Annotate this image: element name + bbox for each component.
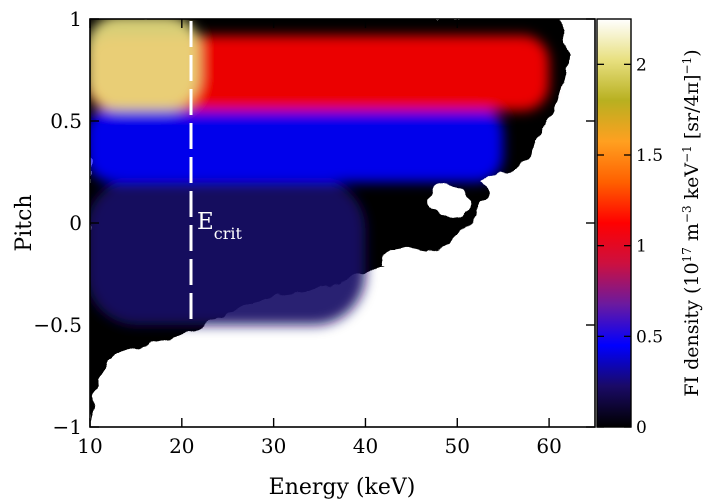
x-tick-label: 20 <box>169 434 194 458</box>
x-tick-label: 50 <box>445 434 470 458</box>
density-region-low-band <box>90 178 366 325</box>
density-region-high-band <box>90 35 550 111</box>
empty-hole <box>100 398 135 427</box>
y-tick-label: 0.5 <box>50 109 82 133</box>
x-tick-label: 10 <box>77 434 102 458</box>
colorbar-tick-label: 1.5 <box>636 146 663 166</box>
colorbar: 0 0.5 1 1.5 2 FI density (1017 m−3 keV−1 [sr… <box>596 18 703 438</box>
density-layer <box>90 19 550 325</box>
density-region-mid-band <box>90 106 504 183</box>
colorbar-tick-label: 0.5 <box>636 327 663 347</box>
empty-hole <box>480 173 520 194</box>
x-axis-title: Energy (keV) <box>269 475 416 499</box>
density-region-peak <box>90 19 201 111</box>
x-tick-label: 30 <box>261 434 286 458</box>
x-tick-label: 40 <box>353 434 378 458</box>
y-tick-label: −0.5 <box>33 313 82 337</box>
colorbar-ticks: 0 0.5 1 1.5 2 <box>597 55 663 438</box>
colorbar-gradient <box>596 18 632 428</box>
empty-hole <box>380 247 430 268</box>
colorbar-tick-label: 0 <box>636 418 647 438</box>
plot-area <box>90 19 595 427</box>
y-axis: −1 −0.5 0 0.5 1 <box>33 7 595 439</box>
colorbar-tick-label: 2 <box>636 55 647 75</box>
x-axis: 10 20 30 40 50 60 <box>77 19 562 458</box>
empty-hole <box>427 184 471 218</box>
y-tick-label: −1 <box>53 415 82 439</box>
ecrit-annotation: Ecrit <box>189 21 243 325</box>
colorbar-tick-label: 1 <box>636 237 647 257</box>
y-tick-label: 1 <box>69 7 82 31</box>
y-tick-label: 0 <box>69 211 82 235</box>
ecrit-label: Ecrit <box>197 209 243 243</box>
x-tick-label: 60 <box>536 434 561 458</box>
colorbar-title: FI density (1017 m−3 keV−1 [sr/4π]−1) <box>680 49 703 396</box>
y-axis-title: Pitch <box>12 194 37 251</box>
